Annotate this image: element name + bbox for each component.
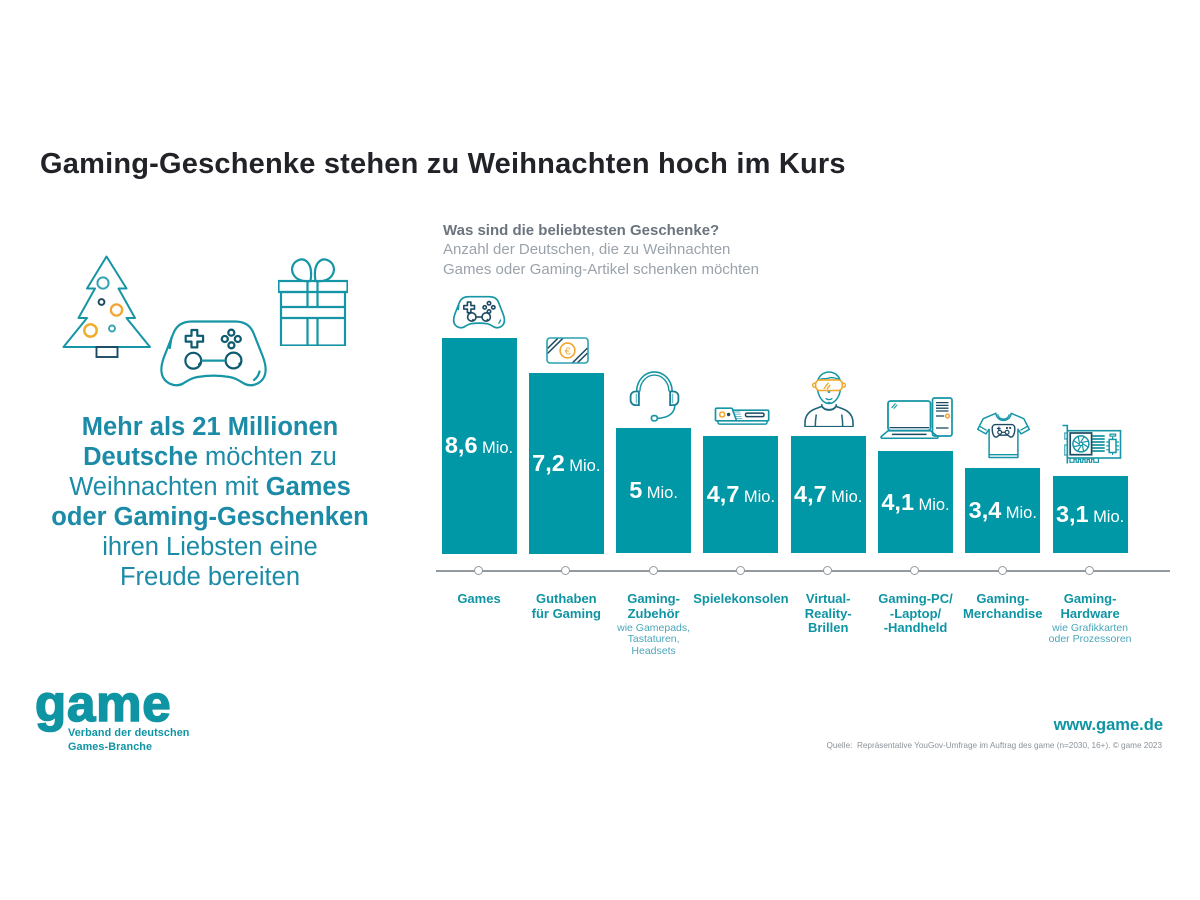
svg-text:€: €: [564, 345, 570, 357]
